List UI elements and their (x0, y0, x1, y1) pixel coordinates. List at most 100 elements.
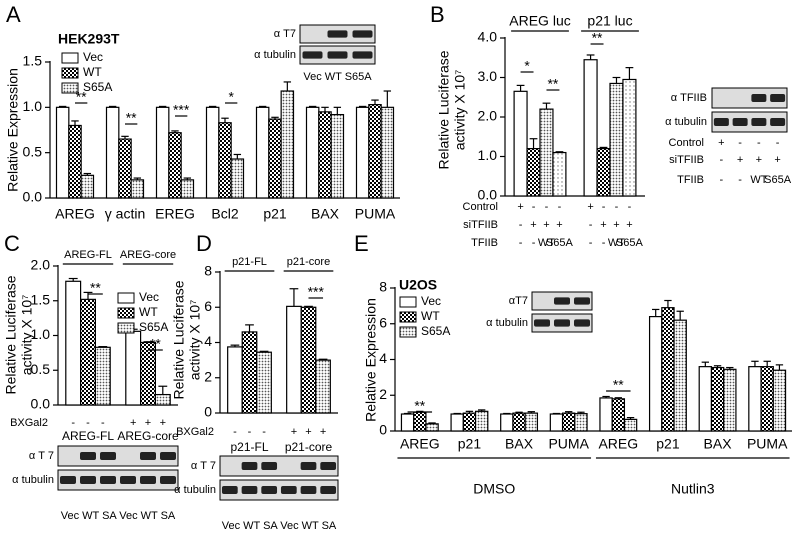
condition-label: TFIIB (471, 237, 498, 249)
blot-band (80, 452, 96, 460)
significance-label: * (524, 58, 530, 74)
blot-band (160, 452, 176, 460)
bar (524, 412, 539, 432)
blot-band (140, 476, 156, 484)
y-tick-label: 0.5 (31, 361, 51, 377)
blot-condition-mark: + (718, 137, 724, 149)
y-axis-label: Relative Luciferase (171, 280, 187, 399)
significance-label: *** (308, 284, 325, 300)
bar (286, 305, 302, 414)
y-tick-label: 0.0 (31, 396, 51, 412)
blot-band (300, 462, 317, 470)
bar (125, 330, 142, 406)
blot-band (327, 30, 348, 38)
condition-label: BXGal2 (176, 426, 214, 438)
significance-label: ** (90, 280, 101, 296)
bar (513, 90, 528, 197)
x-tick-label: AREG (55, 206, 95, 222)
significance-label: * (228, 89, 234, 105)
y-tick-label: 0.5 (23, 143, 43, 159)
bar (425, 423, 439, 432)
bar (623, 418, 638, 432)
blot-box (57, 469, 179, 491)
condition-mark: + (517, 201, 523, 213)
condition-mark: - (545, 201, 549, 213)
condition-mark: + (291, 426, 297, 438)
blot-band (352, 30, 373, 38)
blot-band (554, 319, 570, 327)
bar (68, 124, 82, 199)
bar (315, 359, 331, 414)
blot-condition-mark: S65A (764, 174, 792, 186)
y-tick-label: 1.0 (478, 147, 498, 163)
blot-label: α T7 (274, 28, 296, 40)
y-axis-label: Relative Expression (5, 68, 21, 192)
y-axis-label: activity X 10⁷ (452, 70, 468, 151)
y-axis-label: Relative Luciferase (3, 275, 19, 394)
bar (772, 369, 787, 432)
blot-label: α tubulin (12, 474, 54, 486)
blot-band (60, 476, 76, 484)
blot-box (711, 87, 788, 109)
blot-label: α tubulin (486, 317, 528, 329)
condition-mark: + (556, 219, 562, 231)
y-tick-label: 1.5 (31, 291, 51, 307)
legend-label: WT (139, 305, 158, 319)
y-tick-label: 0.0 (23, 189, 43, 205)
blot-band (221, 486, 238, 494)
y-tick-label: 0.0 (478, 187, 498, 203)
blot-lanes: Vec WT SA Vec WT SA (222, 520, 337, 532)
bar (574, 413, 588, 432)
blot-label: α tubulin (665, 116, 707, 128)
blot-band (241, 486, 258, 494)
condition-mark: - (589, 219, 593, 231)
blot-band (574, 297, 590, 305)
blot-band (352, 51, 373, 59)
bar (130, 179, 145, 199)
bar (140, 341, 157, 406)
condition-label: BXGal2 (10, 417, 48, 429)
x-tick-label: Bcl2 (211, 206, 238, 222)
bar (205, 106, 220, 199)
bar (154, 393, 171, 406)
blot-band (120, 476, 136, 484)
bar (450, 413, 464, 432)
condition-mark: - (628, 201, 632, 213)
bar (318, 111, 332, 199)
bar (94, 346, 111, 406)
condition-mark: + (530, 219, 536, 231)
cell-line: U2OS (399, 277, 437, 293)
condition-mark: - (558, 201, 562, 213)
legend-swatch (117, 322, 135, 334)
group-label: Nutlin3 (671, 481, 715, 497)
blot-band (574, 319, 590, 327)
blot-band (261, 486, 278, 494)
y-tick-label: 3.0 (478, 68, 498, 84)
bar (648, 316, 663, 432)
y-tick-label: 8 (379, 279, 387, 295)
condition-mark: - (602, 237, 606, 249)
blot-band (261, 462, 278, 470)
y-tick-label: 4.0 (478, 29, 498, 45)
blot-band (241, 462, 258, 470)
bar (368, 104, 382, 199)
bar (118, 138, 132, 199)
y-axis-label: activity X 10⁷ (187, 300, 203, 381)
blot-label: α T 7 (191, 460, 216, 472)
x-tick-label: AREG-FL (62, 429, 114, 443)
bar (748, 366, 762, 432)
legend-label: WT (83, 65, 102, 79)
bar (474, 410, 489, 432)
significance-label: ** (126, 110, 137, 126)
blot-condition-label: TFIIB (677, 174, 704, 186)
y-tick-label: 2 (379, 386, 387, 402)
legend-label: S65A (83, 80, 112, 94)
blot-box (57, 445, 179, 467)
condition-mark: S65A (546, 237, 574, 249)
blot-condition-mark: - (757, 137, 761, 149)
legend-swatch (61, 82, 79, 94)
bar (256, 351, 272, 414)
bar (355, 106, 370, 199)
bar (539, 108, 554, 197)
bar (462, 412, 477, 432)
